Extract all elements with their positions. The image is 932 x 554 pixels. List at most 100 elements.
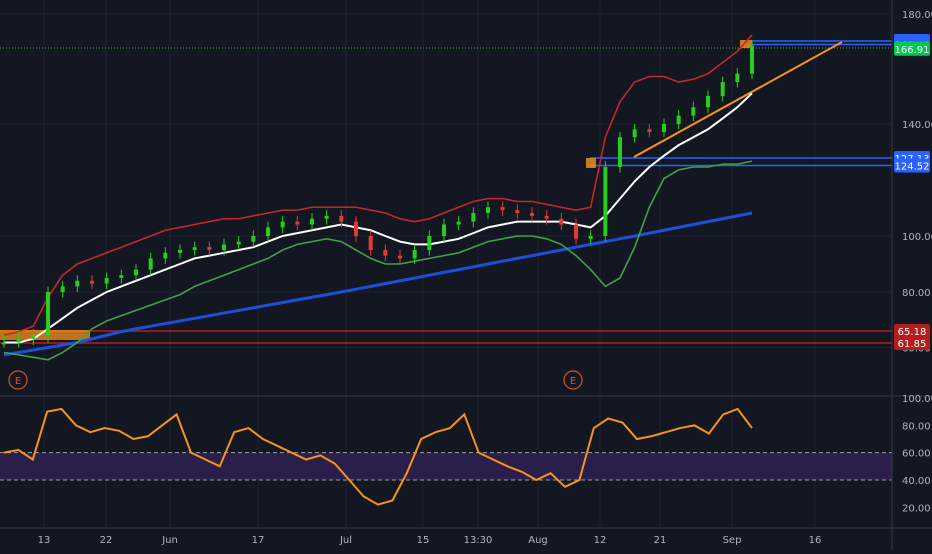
oscillator-pane[interactable] <box>0 407 892 506</box>
zone-box <box>586 158 596 168</box>
osc-y-tick-label: 80.00 <box>902 421 931 432</box>
candle-body[interactable] <box>310 218 314 225</box>
candle-body[interactable] <box>412 250 417 259</box>
earnings-marker[interactable] <box>563 370 583 390</box>
x-tick-label: Sep <box>723 535 742 546</box>
earnings-label: E <box>570 376 576 387</box>
candle-body[interactable] <box>119 275 124 278</box>
candle-body[interactable] <box>236 241 241 245</box>
price-label-box <box>894 41 930 56</box>
candle-body[interactable] <box>750 45 754 74</box>
candle-body[interactable] <box>178 250 182 253</box>
x-tick-label: 12 <box>594 535 607 546</box>
price-label: 65.18 <box>898 327 927 338</box>
candle-body[interactable] <box>31 335 36 339</box>
candle-body[interactable] <box>2 342 6 345</box>
y-tick-label: 140.00 <box>902 120 932 131</box>
candle-body[interactable] <box>500 207 505 211</box>
candle-body[interactable] <box>383 250 388 256</box>
candle-body[interactable] <box>46 292 50 336</box>
y-tick-label: 180.00 <box>902 10 932 21</box>
oscillator-band <box>0 452 892 480</box>
candle-body[interactable] <box>486 207 490 213</box>
candle-body[interactable] <box>266 227 270 236</box>
candle-body[interactable] <box>618 137 622 167</box>
price-label: 61.85 <box>898 339 927 350</box>
x-tick-label: Jun <box>161 535 178 546</box>
x-tick-label: 13 <box>38 535 51 546</box>
indicator-line-bb_lower <box>3 160 753 361</box>
y-tick-label: 100.00 <box>902 232 932 243</box>
candle-body[interactable] <box>442 224 446 236</box>
candle-body[interactable] <box>632 129 637 138</box>
candle-body[interactable] <box>280 221 285 228</box>
candle-body[interactable] <box>207 247 212 250</box>
price-label-box <box>894 158 930 173</box>
candle-body[interactable] <box>559 218 564 225</box>
candle-body[interactable] <box>148 258 153 270</box>
candle-body[interactable] <box>90 280 94 284</box>
x-tick-label: 15 <box>417 535 430 546</box>
x-tick-label: Jul <box>339 535 352 546</box>
candle-body[interactable] <box>295 221 300 225</box>
price-label: 124.52 <box>895 162 930 173</box>
earnings-label: E <box>15 376 21 387</box>
candle-body[interactable] <box>456 221 461 225</box>
indicator-line-sma20 <box>4 92 753 344</box>
x-tick-label: 21 <box>654 535 667 546</box>
candle-body[interactable] <box>676 115 681 124</box>
candle-body[interactable] <box>471 212 476 222</box>
candle-body[interactable] <box>75 280 80 287</box>
candle-body[interactable] <box>104 278 109 284</box>
osc-y-tick-label: 60.00 <box>902 449 931 460</box>
candle-body[interactable] <box>662 124 666 132</box>
candle-body[interactable] <box>515 210 520 213</box>
candle-body[interactable] <box>647 129 652 132</box>
candle-body[interactable] <box>691 107 696 116</box>
candle-body[interactable] <box>354 221 358 236</box>
osc-y-tick-label: 20.00 <box>902 503 931 514</box>
earnings-marker[interactable] <box>8 370 28 390</box>
indicator-line-bb_upper <box>3 34 753 337</box>
candle-body[interactable] <box>16 338 21 343</box>
x-tick-label: Aug <box>528 535 548 546</box>
candle-body[interactable] <box>588 236 593 239</box>
candle-body[interactable] <box>427 236 432 250</box>
candle-body[interactable] <box>192 247 197 250</box>
candle-body[interactable] <box>735 73 740 83</box>
candle-body[interactable] <box>324 215 329 219</box>
zone-box <box>0 330 90 340</box>
x-tick-label: 22 <box>100 535 113 546</box>
price-label-box <box>894 336 930 350</box>
candle-body[interactable] <box>398 255 402 259</box>
candle-body[interactable] <box>251 236 256 242</box>
x-tick-label: 13:30 <box>464 535 493 546</box>
y-tick-label: 80.00 <box>902 288 931 299</box>
oscillator-line <box>3 407 753 506</box>
candle-body[interactable] <box>339 215 344 222</box>
candle-body[interactable] <box>720 82 725 97</box>
price-label: 166.91 <box>895 45 930 56</box>
candle-body[interactable] <box>60 286 65 292</box>
x-tick-label: 17 <box>252 535 265 546</box>
candle-body[interactable] <box>706 96 710 108</box>
trend-line[interactable] <box>633 41 843 158</box>
osc-y-tick-label: 40.00 <box>902 476 931 487</box>
candle-body[interactable] <box>134 269 138 276</box>
candle-body[interactable] <box>368 236 373 250</box>
candle-body[interactable] <box>222 244 226 250</box>
zone-box <box>740 40 752 48</box>
x-tick-label: 16 <box>809 535 822 546</box>
candle-body[interactable] <box>163 252 168 259</box>
price-label-box <box>894 324 930 338</box>
candle-body[interactable] <box>544 215 549 219</box>
osc-y-tick-label: 100.00 <box>902 394 932 405</box>
candle-body[interactable] <box>530 212 534 216</box>
candle-body[interactable] <box>574 224 578 239</box>
indicator-line-sma200 <box>3 211 753 357</box>
candle-body[interactable] <box>603 166 608 236</box>
